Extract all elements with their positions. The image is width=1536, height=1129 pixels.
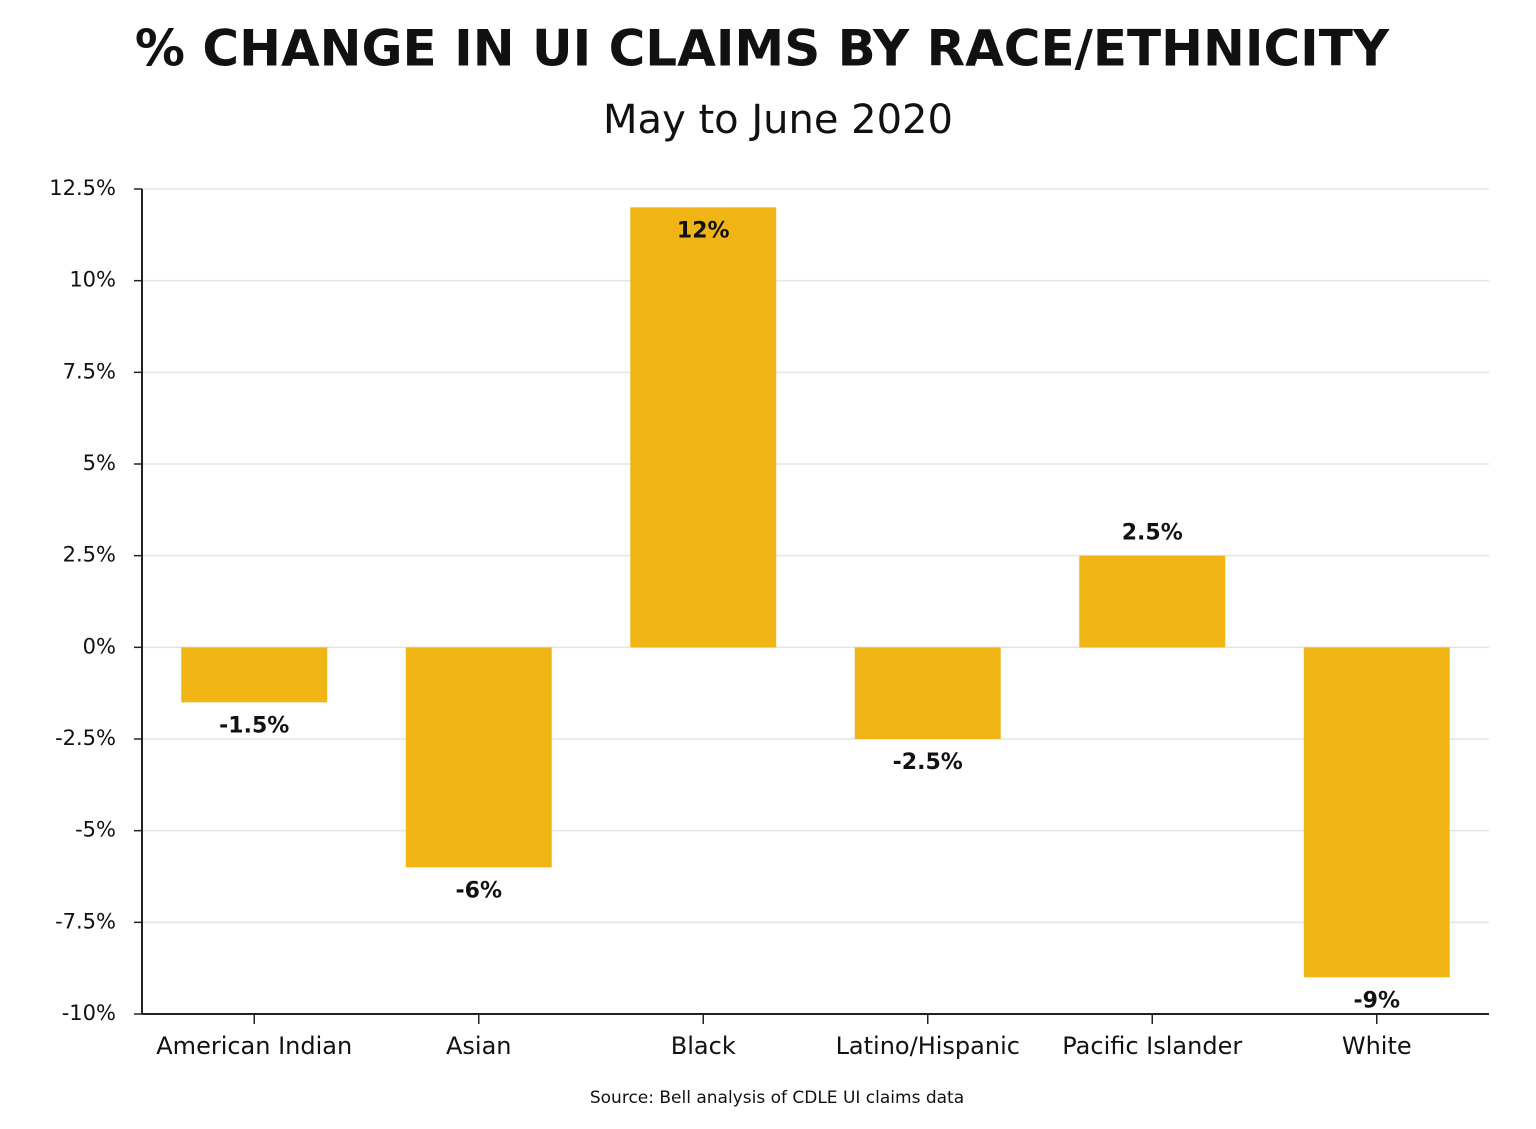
x-tick-label: Latino/Hispanic xyxy=(836,1032,1020,1060)
value-label: 2.5% xyxy=(1122,521,1183,546)
y-tick-label: 5% xyxy=(83,451,116,475)
x-tick-label: Pacific Islander xyxy=(1062,1032,1242,1060)
bar xyxy=(181,647,328,703)
y-tick-label: 12.5% xyxy=(49,176,116,200)
x-tick-label: Asian xyxy=(446,1032,512,1060)
chart-subtitle: May to June 2020 xyxy=(603,97,953,143)
value-label: -9% xyxy=(1354,988,1400,1013)
bar xyxy=(405,647,552,868)
y-tick-label: -7.5% xyxy=(55,909,116,933)
y-tick-label: -10% xyxy=(62,1001,116,1025)
value-label: 12% xyxy=(677,218,730,243)
bar xyxy=(1079,555,1226,648)
value-label: -2.5% xyxy=(893,750,963,775)
y-tick-label: 0% xyxy=(83,634,116,658)
x-tick-label: White xyxy=(1342,1032,1412,1060)
value-label: -6% xyxy=(456,878,502,903)
x-tick-label: Black xyxy=(671,1032,736,1060)
y-tick-label: 7.5% xyxy=(63,359,116,383)
y-tick-label: 10% xyxy=(69,268,116,292)
value-label: -1.5% xyxy=(219,713,289,738)
y-tick-label: -5% xyxy=(75,818,116,842)
x-tick-label: American Indian xyxy=(156,1032,352,1060)
source-note: Source: Bell analysis of CDLE UI claims … xyxy=(590,1088,964,1108)
chart-title: % CHANGE IN UI CLAIMS BY RACE/ETHNICITY xyxy=(135,20,1390,78)
y-tick-label: -2.5% xyxy=(55,726,116,750)
bar xyxy=(630,207,777,648)
y-tick-label: 2.5% xyxy=(63,543,116,567)
bar xyxy=(854,647,1001,739)
bar xyxy=(1303,647,1450,978)
